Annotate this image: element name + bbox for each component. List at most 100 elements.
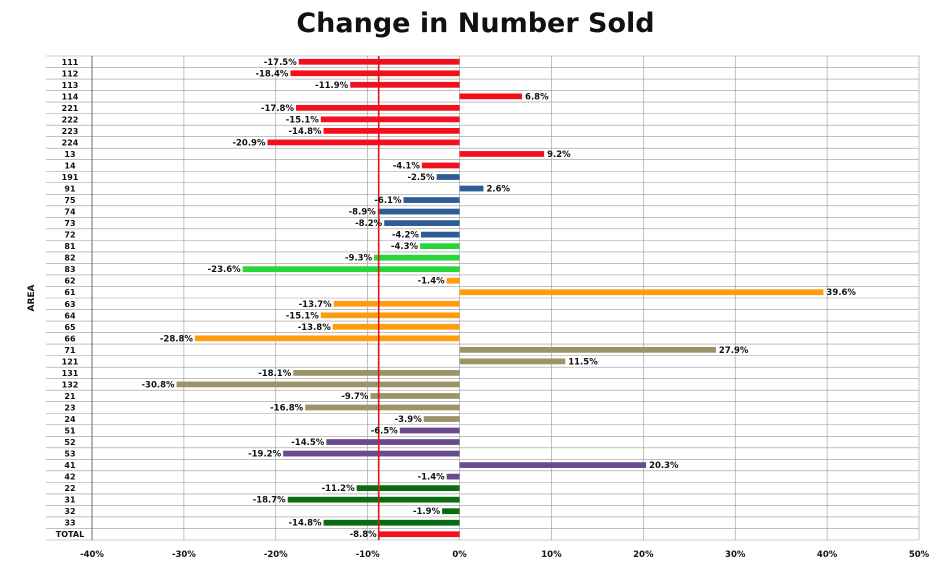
data-label: 6.8% <box>525 92 549 102</box>
bar <box>459 358 566 365</box>
category-label: 63 <box>64 300 75 309</box>
bar <box>290 70 460 77</box>
data-label: -8.2% <box>355 219 383 229</box>
bar <box>370 393 460 399</box>
bar <box>446 473 460 480</box>
data-label: -13.8% <box>298 323 331 333</box>
category-label: 75 <box>64 196 76 205</box>
x-tick-label: 10% <box>541 550 562 560</box>
category-label: 223 <box>62 127 79 136</box>
data-label: -1.4% <box>418 277 446 287</box>
bar <box>459 93 523 100</box>
bar <box>420 231 460 238</box>
data-label: -20.9% <box>232 138 265 148</box>
category-label: 23 <box>64 403 75 412</box>
x-tick-label: 40% <box>817 550 838 560</box>
x-tick-label: 50% <box>909 550 930 560</box>
category-label: 71 <box>64 346 76 355</box>
data-label: -6.5% <box>371 427 399 437</box>
data-label: -28.8% <box>160 334 193 344</box>
data-label: -16.8% <box>270 403 303 413</box>
category-label: 132 <box>62 380 79 389</box>
category-label: 82 <box>64 254 75 263</box>
bar <box>442 508 460 515</box>
data-label: 11.5% <box>568 357 598 367</box>
category-label: 22 <box>64 484 75 493</box>
bar <box>295 104 460 111</box>
bar <box>287 496 460 503</box>
category-label: 72 <box>64 231 75 240</box>
bar <box>323 128 460 134</box>
data-label: -3.9% <box>395 415 423 425</box>
category-label: 224 <box>62 138 79 147</box>
bar <box>242 266 460 273</box>
data-label: -4.1% <box>393 161 421 171</box>
data-label: -4.2% <box>392 231 420 241</box>
data-label: 27.9% <box>719 346 749 356</box>
bar <box>323 519 460 526</box>
data-label: -18.4% <box>255 69 288 79</box>
category-label: 73 <box>64 219 75 228</box>
category-label: 41 <box>64 461 76 470</box>
category-label: 131 <box>62 369 79 378</box>
bar <box>421 162 460 169</box>
data-label: -2.5% <box>407 173 435 183</box>
bar <box>194 335 460 342</box>
data-label: -30.8% <box>142 380 175 390</box>
category-label: 24 <box>64 415 76 424</box>
category-label: 112 <box>62 69 79 78</box>
data-label: 9.2% <box>547 150 571 160</box>
bar <box>283 450 460 457</box>
bar <box>320 116 460 123</box>
x-tick-label: -40% <box>80 550 104 560</box>
category-label: 91 <box>64 185 76 194</box>
data-label: -18.1% <box>258 369 291 379</box>
data-label: 2.6% <box>486 185 510 195</box>
bar <box>356 485 460 492</box>
bar <box>459 185 484 192</box>
category-label: 42 <box>64 473 75 482</box>
chart-title: Change in Number Sold <box>296 8 655 39</box>
data-label: -11.9% <box>315 81 348 91</box>
bar <box>377 208 460 215</box>
bar <box>399 427 460 434</box>
bar <box>305 404 460 411</box>
category-label: 65 <box>64 323 76 332</box>
category-label: 83 <box>64 265 75 274</box>
data-label: -4.3% <box>391 242 419 252</box>
data-label: 20.3% <box>649 461 679 471</box>
category-label: 74 <box>64 208 76 217</box>
bar <box>378 531 460 538</box>
data-label: -14.5% <box>291 438 324 448</box>
bar <box>423 416 460 422</box>
category-label: 33 <box>64 519 75 528</box>
bar <box>446 277 460 284</box>
category-label: 221 <box>62 104 79 113</box>
bar <box>436 174 460 180</box>
category-label: 51 <box>64 427 76 436</box>
category-label: 66 <box>64 334 76 343</box>
data-label: -9.7% <box>341 392 369 402</box>
x-tick-label: 0% <box>452 550 467 560</box>
data-label: -15.1% <box>286 311 319 321</box>
data-label: -1.4% <box>418 473 446 483</box>
category-label: 114 <box>62 92 79 101</box>
x-tick-label: -10% <box>356 550 380 560</box>
bar <box>350 81 460 88</box>
category-label: 61 <box>64 288 76 297</box>
axes: 1111121131142212222232241314191917574737… <box>27 58 930 560</box>
data-label: -11.2% <box>322 484 355 494</box>
bar <box>332 323 460 330</box>
bar <box>374 254 460 261</box>
x-tick-label: 20% <box>633 550 654 560</box>
category-label: 52 <box>64 438 75 447</box>
data-label: -14.8% <box>289 519 322 529</box>
gridlines <box>46 55 920 541</box>
bar <box>459 151 545 157</box>
category-label: 113 <box>62 81 79 90</box>
bar <box>384 220 460 226</box>
bar <box>459 462 647 468</box>
data-label: -8.9% <box>349 208 377 218</box>
bar <box>459 289 824 296</box>
